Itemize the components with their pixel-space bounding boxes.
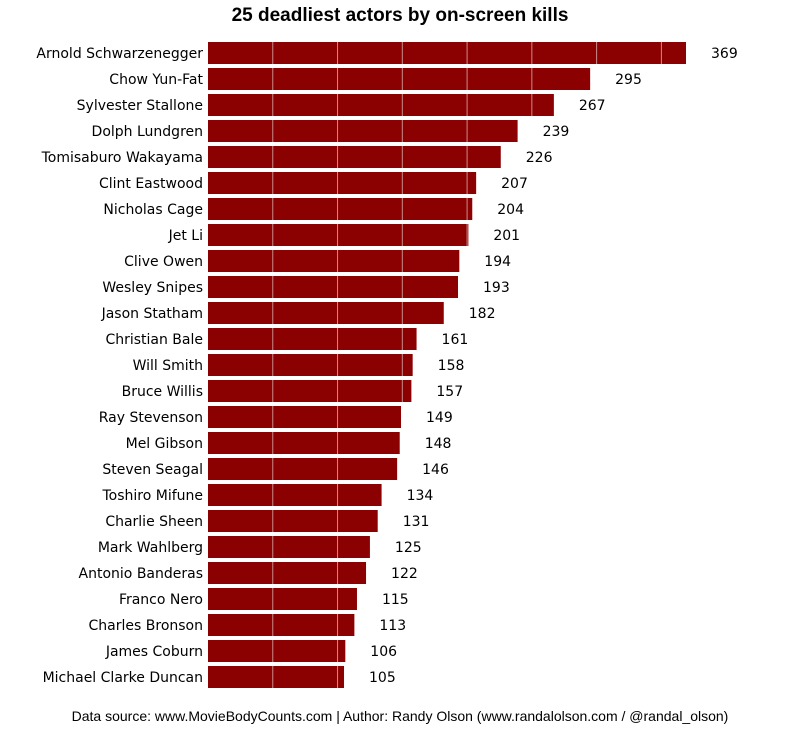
category-label: Antonio Banderas bbox=[79, 566, 203, 582]
value-label: 149 bbox=[426, 410, 453, 426]
category-label: Clint Eastwood bbox=[99, 176, 203, 192]
category-label: Steven Seagal bbox=[102, 462, 203, 478]
category-label: Christian Bale bbox=[105, 332, 203, 348]
value-label: 131 bbox=[403, 514, 430, 530]
value-label: 148 bbox=[425, 436, 452, 452]
value-label: 267 bbox=[579, 98, 606, 114]
category-label: Charles Bronson bbox=[89, 618, 203, 634]
bar bbox=[208, 42, 686, 64]
category-label: Bruce Willis bbox=[122, 384, 203, 400]
category-label: Clive Owen bbox=[124, 254, 203, 270]
value-label: 113 bbox=[379, 618, 406, 634]
bar bbox=[208, 94, 554, 116]
value-label: 115 bbox=[382, 592, 409, 608]
category-label: Mark Wahlberg bbox=[98, 540, 203, 556]
bar bbox=[208, 484, 382, 506]
bar bbox=[208, 172, 477, 194]
category-label: Dolph Lundgren bbox=[92, 124, 203, 140]
bar bbox=[208, 562, 367, 584]
value-label: 207 bbox=[501, 176, 528, 192]
value-label: 194 bbox=[484, 254, 511, 270]
category-label: Charlie Sheen bbox=[105, 514, 203, 530]
bar bbox=[208, 224, 469, 246]
value-label: 201 bbox=[493, 228, 520, 244]
value-label: 122 bbox=[391, 566, 418, 582]
category-label: Ray Stevenson bbox=[99, 410, 203, 426]
bar bbox=[208, 120, 518, 142]
gridlines bbox=[272, 40, 662, 690]
value-label: 157 bbox=[436, 384, 463, 400]
bar bbox=[208, 302, 444, 324]
value-label: 134 bbox=[407, 488, 434, 504]
value-label: 106 bbox=[370, 644, 397, 660]
bar bbox=[208, 68, 591, 90]
category-label: Wesley Snipes bbox=[102, 280, 203, 296]
category-label: Sylvester Stallone bbox=[77, 98, 203, 114]
category-labels: Arnold Schwarzenegger Chow Yun-Fat Sylvest… bbox=[36, 46, 203, 686]
bar bbox=[208, 250, 460, 272]
category-label: Jason Statham bbox=[101, 306, 203, 322]
bar bbox=[208, 510, 378, 532]
bar bbox=[208, 614, 355, 636]
value-label: 182 bbox=[469, 306, 496, 322]
value-label: 226 bbox=[526, 150, 553, 166]
bar bbox=[208, 458, 398, 480]
bar bbox=[208, 354, 413, 376]
category-label: Chow Yun-Fat bbox=[109, 72, 203, 88]
value-label: 193 bbox=[483, 280, 510, 296]
bar bbox=[208, 198, 473, 220]
category-label: Tomisaburo Wakayama bbox=[41, 150, 203, 166]
value-label: 204 bbox=[497, 202, 524, 218]
value-label: 158 bbox=[438, 358, 465, 374]
category-label: James Coburn bbox=[105, 644, 203, 660]
data-source-note: Data source: www.MovieBodyCounts.com | A… bbox=[71, 708, 729, 724]
bar bbox=[208, 666, 345, 688]
category-label: Nicholas Cage bbox=[103, 202, 203, 218]
category-label: Will Smith bbox=[133, 358, 203, 374]
category-label: Jet Li bbox=[168, 228, 203, 244]
category-label: Mel Gibson bbox=[126, 436, 203, 452]
value-label: 161 bbox=[442, 332, 469, 348]
category-label: Toshiro Mifune bbox=[101, 488, 203, 504]
value-label: 295 bbox=[615, 72, 642, 88]
value-label: 105 bbox=[369, 670, 396, 686]
category-label: Arnold Schwarzenegger bbox=[36, 46, 203, 62]
bar bbox=[208, 380, 412, 402]
bar bbox=[208, 146, 501, 168]
chart-title: 25 deadliest actors by on-screen kills bbox=[231, 5, 569, 26]
bar bbox=[208, 432, 400, 454]
value-label: 369 bbox=[711, 46, 738, 62]
bar bbox=[208, 640, 346, 662]
bar bbox=[208, 536, 370, 558]
bar bbox=[208, 328, 417, 350]
bar bbox=[208, 406, 402, 428]
bar bbox=[208, 588, 357, 610]
value-label: 125 bbox=[395, 540, 422, 556]
category-label: Franco Nero bbox=[119, 592, 203, 608]
value-label: 146 bbox=[422, 462, 449, 478]
category-label: Michael Clarke Duncan bbox=[43, 670, 203, 686]
bar bbox=[208, 276, 459, 298]
value-label: 239 bbox=[543, 124, 570, 140]
